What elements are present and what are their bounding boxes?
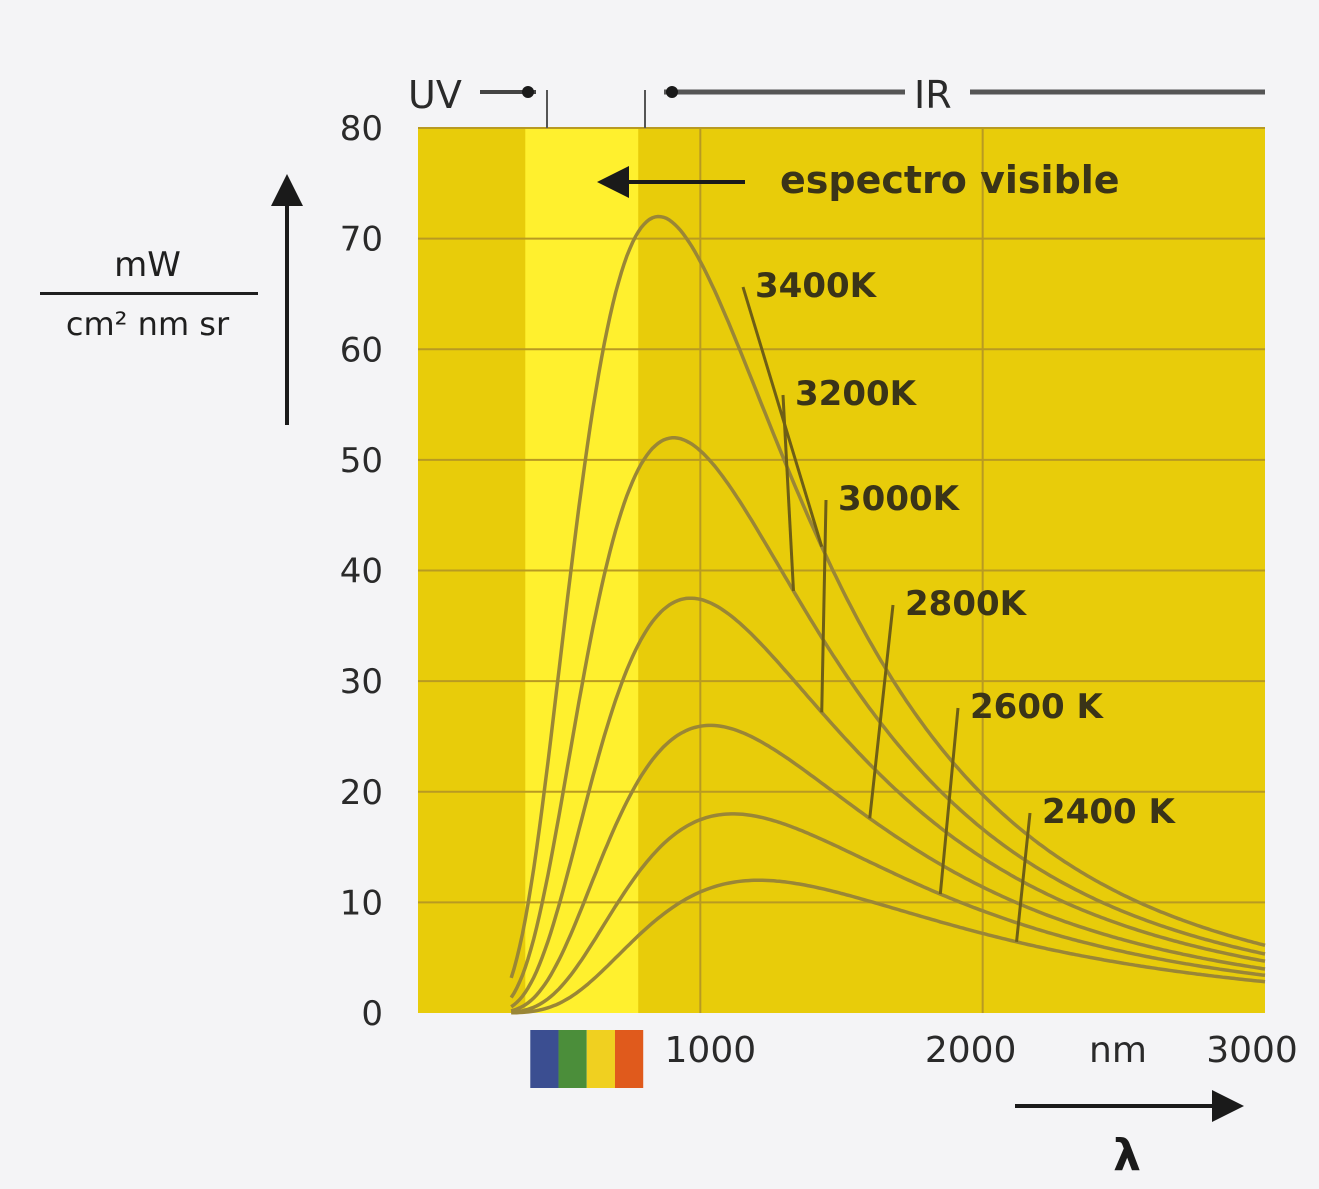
y-tick-label: 60 (340, 330, 383, 370)
series-labels: 3400K 3200K 3000K 2800K 2600 K 2400 K (755, 266, 1176, 832)
series-label: 2400 K (1042, 792, 1176, 832)
y-tick-label: 10 (340, 883, 383, 923)
leader-line (741, 286, 824, 548)
y-tick-label: 20 (340, 773, 383, 813)
leader-line (868, 604, 895, 819)
curve-3400k (509, 214, 1266, 979)
x-axis-label: λ (1113, 1130, 1141, 1181)
spectrum-color-bar (530, 1030, 644, 1088)
uv-marker-dot (522, 86, 534, 98)
y-axis-label-denominator: cm² nm sr (65, 305, 230, 343)
leader-line (1015, 812, 1032, 942)
y-tick-label: 80 (340, 109, 383, 149)
ir-label: IR (914, 73, 952, 117)
y-tick-label: 30 (340, 662, 383, 702)
series-label: 3200K (795, 374, 918, 414)
uv-label: UV (408, 73, 462, 117)
curve-2800k (510, 723, 1266, 1013)
y-tick-label: 40 (340, 552, 383, 592)
leader-line (820, 499, 828, 713)
y-tick-label: 70 (340, 220, 383, 260)
series-label: 2600 K (970, 687, 1104, 727)
curves (509, 214, 1266, 1015)
curve-2400k (511, 878, 1266, 1015)
spectrum-segment (586, 1030, 615, 1088)
curve-2600k (511, 812, 1266, 1015)
spectrum-segment (530, 1030, 559, 1088)
y-tick-label: 0 (361, 994, 383, 1034)
visible-spectrum-label: espectro visible (780, 158, 1120, 202)
y-axis-label-numerator: mW (114, 245, 181, 285)
y-tick-label: 50 (340, 441, 383, 481)
series-label: 3400K (755, 266, 878, 306)
spectrum-segment (614, 1030, 644, 1088)
curve-3000k (510, 596, 1266, 1009)
series-label: 3000K (838, 479, 961, 519)
region-markers (271, 86, 1265, 1122)
y-tick-labels: 0 10 20 30 40 50 60 70 80 (340, 109, 383, 1034)
x-tick-labels: 1000 2000 3000 (665, 1030, 1298, 1071)
curve-label-leaders (741, 286, 1032, 942)
x-axis-unit: nm (1089, 1030, 1147, 1071)
leader-line (938, 707, 960, 895)
y-axis-label-fraction-bar (40, 292, 258, 295)
x-tick-label: 3000 (1206, 1030, 1298, 1071)
x-tick-label: 2000 (925, 1030, 1017, 1071)
leader-line (781, 394, 796, 592)
x-tick-label: 1000 (665, 1030, 757, 1071)
curve-3200k (509, 436, 1266, 999)
spectrum-segment (558, 1030, 587, 1088)
ir-marker-dot (666, 86, 678, 98)
series-label: 2800K (905, 584, 1028, 624)
